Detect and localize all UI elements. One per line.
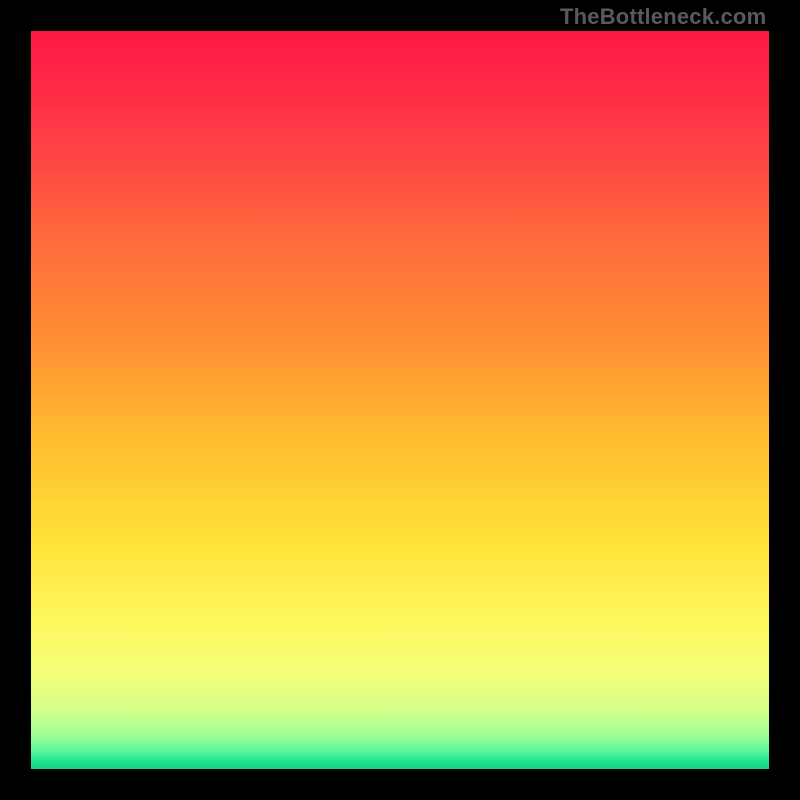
- watermark-text: TheBottleneck.com: [560, 4, 766, 30]
- plot-area: [31, 31, 769, 769]
- gradient-background: [31, 31, 769, 769]
